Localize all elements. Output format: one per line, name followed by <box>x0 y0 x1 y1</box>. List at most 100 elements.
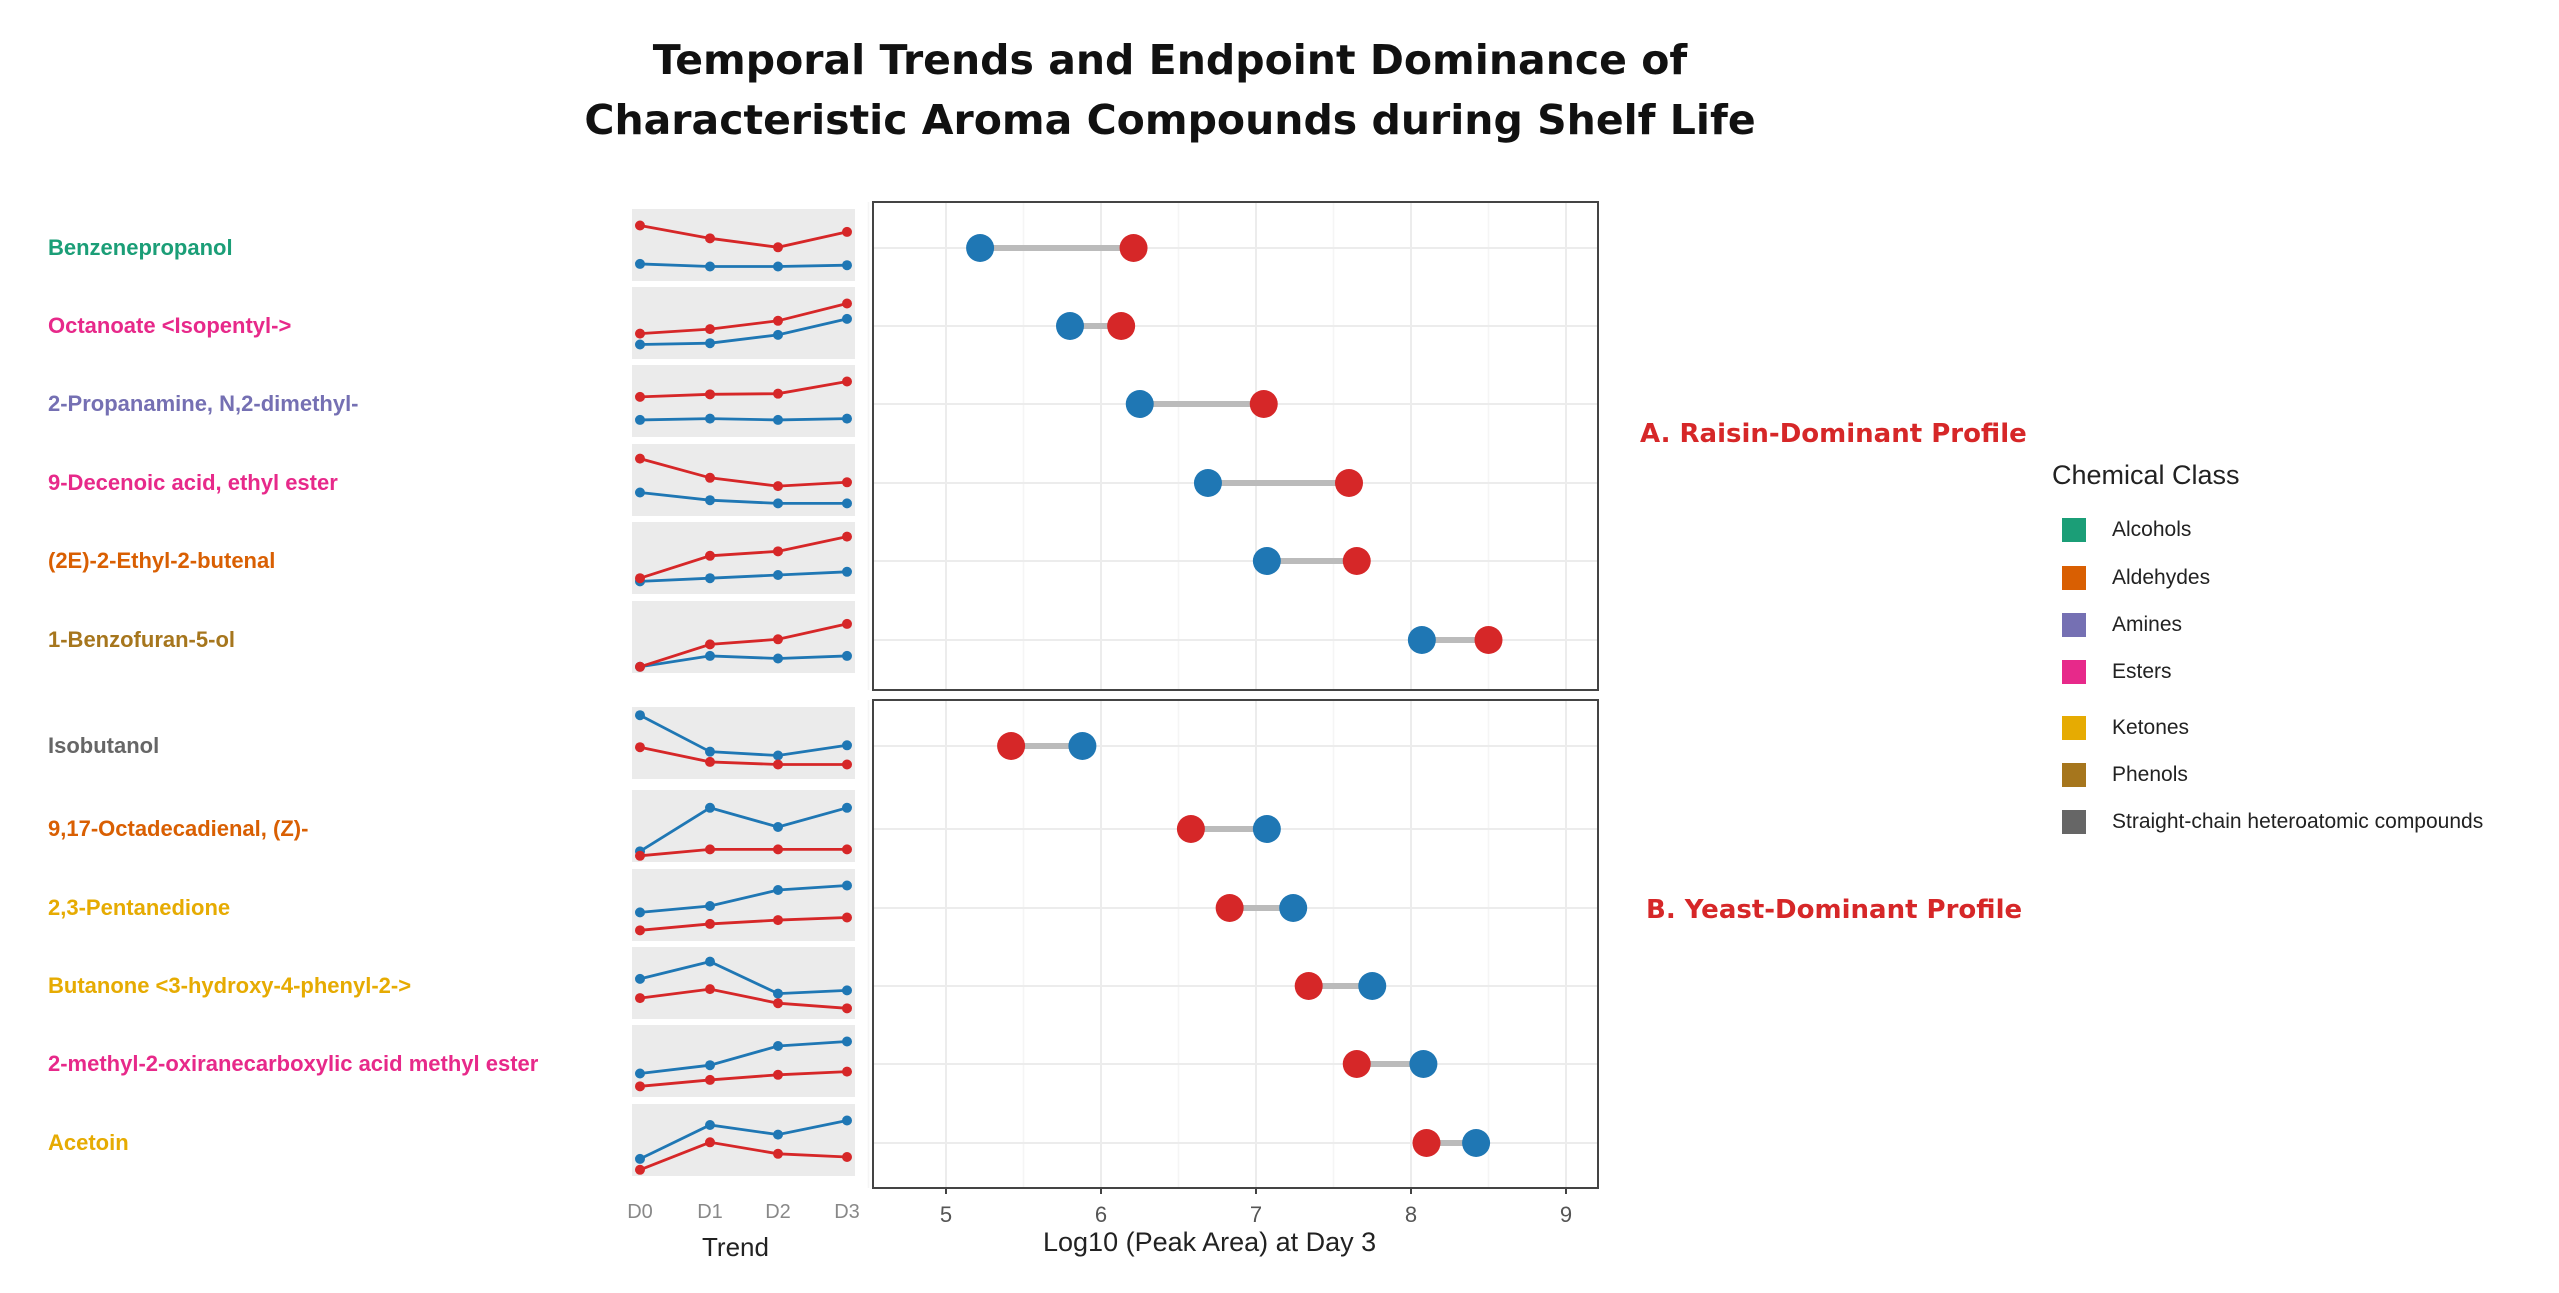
trend-line-raisin-a-2-propanamine-n-2-dimethyl- <box>639 380 848 399</box>
trend-point-raisin-a-9-decenoic-acid-ethyl-ester <box>773 481 783 492</box>
trend-line-yeast-b-2-methyl-2-oxiranecarboxylic-acid-methyl-ester <box>639 1040 848 1075</box>
trend-point-yeast-b-9-17-octadecadienal-z- <box>842 802 852 813</box>
panel-A-background <box>873 202 1598 690</box>
trend-point-yeast-b-2-methyl-2-oxiranecarboxylic-acid-methyl-ester <box>842 1036 852 1047</box>
dumbbell-yeast-point-a-1-benzofuran-5-ol <box>1407 626 1436 654</box>
trend-point-yeast-a-2-propanamine-n-2-dimethyl- <box>705 413 715 424</box>
dumbbell-yeast-point-a-benzenepropanol <box>966 234 995 262</box>
trend-point-raisin-b-9-17-octadecadienal-z- <box>773 844 783 855</box>
trend-day-label-d3: D3 <box>834 1201 860 1223</box>
trend-point-raisin-a-1-benzofuran-5-ol <box>842 618 852 629</box>
trend-line-raisin-a-9-decenoic-acid-ethyl-ester <box>639 457 848 488</box>
legend-swatch <box>2062 566 2086 590</box>
dumbbell-yeast-point-b-2-3-pentanedione <box>1279 894 1308 922</box>
trend-point-raisin-b-butanone-3-hydroxy-4-phenyl-2- <box>842 1003 852 1014</box>
dumbbell-raisin-point-a-9-decenoic-acid-ethyl-ester <box>1335 469 1363 497</box>
trend-point-yeast-b-2-methyl-2-oxiranecarboxylic-acid-methyl-ester <box>705 1060 715 1071</box>
x-tick-label-8: 8 <box>1405 1202 1417 1227</box>
trend-point-yeast-b-isobutanol <box>635 710 645 721</box>
trend-point-yeast-a-9-decenoic-acid-ethyl-ester <box>773 498 783 509</box>
dumbbell-yeast-point-b-butanone-3-hydroxy-4-phenyl-2- <box>1358 972 1387 1000</box>
dumbbell-yeast-point-a-octanoate-isopentyl- <box>1056 312 1084 340</box>
trend-point-yeast-b-2-methyl-2-oxiranecarboxylic-acid-methyl-ester <box>773 1041 783 1051</box>
trend-cell-a-2e-2-ethyl-2-butenal <box>632 522 855 594</box>
x-axis-title: Log10 (Peak Area) at Day 3 <box>1043 1227 1377 1257</box>
legend-item-ketones: Ketones <box>2062 715 2189 741</box>
profile-label-a: A. Raisin-Dominant Profile <box>1640 419 2027 449</box>
trend-point-yeast-b-2-3-pentanedione <box>842 880 852 891</box>
trend-point-yeast-b-2-3-pentanedione <box>635 907 645 918</box>
trend-point-yeast-a-2e-2-ethyl-2-butenal <box>842 566 852 577</box>
trend-point-yeast-b-butanone-3-hydroxy-4-phenyl-2- <box>635 973 645 984</box>
dumbbell-raisin-point-b-acetoin <box>1412 1129 1441 1157</box>
trend-point-raisin-a-1-benzofuran-5-ol <box>705 639 715 650</box>
profile-label-b: B. Yeast-Dominant Profile <box>1646 895 2023 925</box>
trend-point-raisin-a-9-decenoic-acid-ethyl-ester <box>705 472 715 483</box>
trend-point-yeast-b-isobutanol <box>773 750 783 761</box>
legend-label: Alcohols <box>2112 518 2192 541</box>
trend-point-raisin-a-9-decenoic-acid-ethyl-ester <box>635 453 645 464</box>
trend-point-raisin-a-1-benzofuran-5-ol <box>773 634 783 645</box>
trend-line-yeast-b-acetoin <box>639 1119 848 1161</box>
compound-label-a-1-benzofuran-5-ol: 1-Benzofuran-5-ol <box>48 627 235 652</box>
trend-point-raisin-a-2e-2-ethyl-2-butenal <box>773 546 783 557</box>
trend-point-yeast-a-benzenepropanol <box>773 261 783 272</box>
trend-point-raisin-b-butanone-3-hydroxy-4-phenyl-2- <box>705 984 715 995</box>
trend-point-yeast-b-2-3-pentanedione <box>773 885 783 895</box>
trend-cell-a-octanoate-isopentyl- <box>632 287 855 359</box>
trend-point-yeast-a-2e-2-ethyl-2-butenal <box>773 570 783 580</box>
trend-line-raisin-a-1-benzofuran-5-ol <box>639 622 848 669</box>
trend-point-raisin-b-butanone-3-hydroxy-4-phenyl-2- <box>773 998 783 1009</box>
trend-line-raisin-b-9-17-octadecadienal-z- <box>639 848 847 858</box>
trend-point-yeast-b-9-17-octadecadienal-z- <box>773 822 783 832</box>
trend-point-yeast-b-9-17-octadecadienal-z- <box>705 802 715 813</box>
dumbbell-yeast-point-b-acetoin <box>1462 1129 1491 1157</box>
trend-point-raisin-a-benzenepropanol <box>705 233 715 244</box>
compound-label-a-2-propanamine-n-2-dimethyl-: 2-Propanamine, N,2-dimethyl- <box>48 391 359 416</box>
legend-label: Straight-chain heteroatomic compounds <box>2112 810 2484 833</box>
legend-item-phenols: Phenols <box>2062 762 2188 788</box>
trend-day-label-d0: D0 <box>627 1201 653 1223</box>
trend-point-yeast-b-isobutanol <box>705 746 715 757</box>
trend-point-raisin-a-2e-2-ethyl-2-butenal <box>635 573 645 584</box>
panel-B-frame <box>872 699 1599 1189</box>
dumbbell-raisin-point-a-octanoate-isopentyl- <box>1107 312 1136 340</box>
trend-point-yeast-a-octanoate-isopentyl- <box>635 339 645 350</box>
trend-point-yeast-a-9-decenoic-acid-ethyl-ester <box>842 498 852 509</box>
trend-point-yeast-b-acetoin <box>705 1120 715 1130</box>
trend-point-yeast-b-acetoin <box>842 1115 852 1126</box>
legend-swatch <box>2062 613 2086 637</box>
trend-line-raisin-b-isobutanol <box>639 745 847 766</box>
trend-line-yeast-a-1-benzofuran-5-ol <box>639 654 848 669</box>
trend-point-raisin-b-2-methyl-2-oxiranecarboxylic-acid-methyl-ester <box>773 1069 783 1080</box>
trend-point-raisin-a-benzenepropanol <box>773 242 783 253</box>
legend-swatch <box>2062 518 2086 542</box>
trend-point-raisin-b-2-methyl-2-oxiranecarboxylic-acid-methyl-ester <box>842 1066 852 1077</box>
trend-point-raisin-a-octanoate-isopentyl- <box>705 324 715 335</box>
trend-point-yeast-a-2-propanamine-n-2-dimethyl- <box>842 413 852 424</box>
trend-point-raisin-a-2-propanamine-n-2-dimethyl- <box>842 376 852 387</box>
trend-line-raisin-a-benzenepropanol <box>639 224 848 249</box>
dumbbell-raisin-point-b-9-17-octadecadienal-z- <box>1176 815 1205 843</box>
trend-cell-b-2-3-pentanedione <box>632 869 855 941</box>
dumbbell-raisin-point-b-butanone-3-hydroxy-4-phenyl-2- <box>1294 972 1323 1000</box>
trend-point-raisin-a-benzenepropanol <box>842 226 852 237</box>
trend-line-yeast-a-benzenepropanol <box>639 262 848 268</box>
trend-point-raisin-b-isobutanol <box>635 742 645 753</box>
trend-cell-b-butanone-3-hydroxy-4-phenyl-2- <box>632 947 855 1019</box>
trend-point-yeast-a-octanoate-isopentyl- <box>773 329 783 340</box>
chart-title-line-2: Characteristic Aroma Compounds during Sh… <box>584 96 1756 144</box>
compound-label-a-9-decenoic-acid-ethyl-ester: 9-Decenoic acid, ethyl ester <box>48 470 338 495</box>
x-tick-label-5: 5 <box>940 1202 952 1227</box>
trend-point-yeast-a-octanoate-isopentyl- <box>842 313 852 324</box>
trend-point-yeast-a-2e-2-ethyl-2-butenal <box>705 573 715 584</box>
legend-label: Amines <box>2112 613 2183 636</box>
trend-cell-b-acetoin <box>632 1104 855 1176</box>
trend-cell-a-9-decenoic-acid-ethyl-ester <box>632 444 855 516</box>
legend-item-straight-chain-heteroatomic-compounds: Straight-chain heteroatomic compounds <box>2062 809 2483 835</box>
trend-cell-a-2-propanamine-n-2-dimethyl- <box>632 365 855 437</box>
trend-point-raisin-a-2-propanamine-n-2-dimethyl- <box>705 389 715 400</box>
trend-point-yeast-a-9-decenoic-acid-ethyl-ester <box>635 487 645 498</box>
trend-point-yeast-b-2-methyl-2-oxiranecarboxylic-acid-methyl-ester <box>635 1068 645 1079</box>
